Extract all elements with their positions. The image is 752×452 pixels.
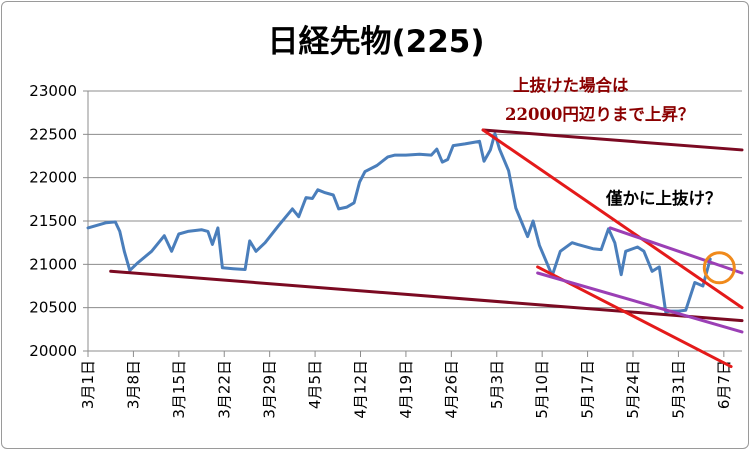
- trendline-2: [481, 128, 744, 310]
- series-line-0: [86, 132, 712, 314]
- y-tick-label-22500: 22500: [29, 125, 77, 143]
- trendline-5: [536, 271, 744, 334]
- x-tick-label-7: 4月19日: [397, 360, 415, 419]
- trendline-0: [481, 128, 744, 152]
- x-tick-label-13: 5月31日: [669, 360, 687, 419]
- y-tick-label-20500: 20500: [29, 299, 77, 317]
- x-tick-label-4: 3月29日: [261, 360, 279, 419]
- x-tick-label-8: 4月26日: [442, 360, 460, 419]
- price-series: [86, 132, 712, 314]
- x-tick-label-11: 5月17日: [579, 360, 597, 419]
- x-axis-ticks: 3月1日 3月8日 3月15日 3月22日 3月29日 4月5日 4月12日 4月19日 4月2…: [79, 351, 733, 419]
- highlight-marker: [702, 251, 736, 285]
- x-tick-label-9: 5月3日: [488, 360, 506, 409]
- chart-title: 日経先物(225): [267, 24, 484, 60]
- x-tick-label-2: 3月15日: [170, 360, 188, 419]
- y-tick-label-20000: 20000: [29, 342, 77, 360]
- y-tick-label-23000: 23000: [29, 82, 77, 100]
- y-tick-label-21500: 21500: [29, 212, 77, 230]
- x-tick-label-14: 6月7日: [715, 360, 733, 409]
- highlight-circle: [702, 251, 736, 285]
- trendline-1: [109, 269, 744, 323]
- y-tick-label-21000: 21000: [29, 255, 77, 273]
- y-tick-label-22000: 22000: [29, 169, 77, 187]
- annotation-upside-line2: 22000円辺りまで上昇？: [505, 105, 694, 124]
- x-tick-label-0: 3月1日: [79, 360, 97, 409]
- x-tick-label-5: 4月5日: [306, 360, 324, 409]
- grid-lines: [88, 90, 742, 309]
- x-tick-label-10: 5月10日: [533, 360, 551, 419]
- annotation-upside-line1: 上抜けた場合は: [513, 75, 629, 95]
- x-tick-label-1: 3月8日: [124, 360, 142, 409]
- y-axis-ticks: 20000 20500 21000 21500 22000 22500 23000: [29, 82, 88, 360]
- x-tick-label-12: 5月24日: [624, 360, 642, 419]
- x-tick-label-3: 3月22日: [215, 360, 233, 419]
- trendline-4: [608, 226, 744, 275]
- trendlines: [109, 128, 744, 369]
- annotation-slight-breakout: 僅かに上抜け？: [605, 188, 722, 208]
- x-tick-label-6: 4月12日: [352, 360, 370, 419]
